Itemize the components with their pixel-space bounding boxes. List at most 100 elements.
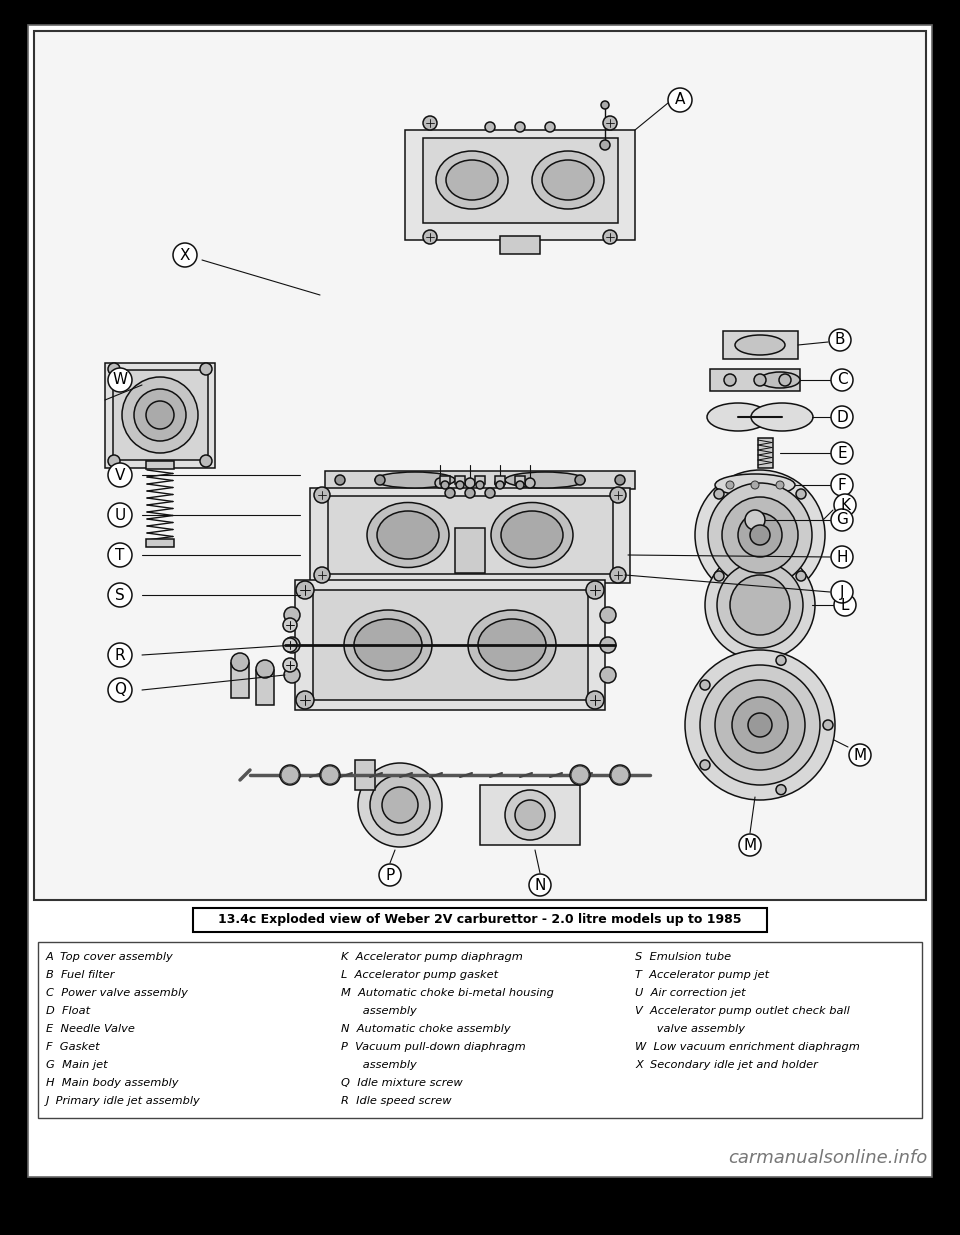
Ellipse shape bbox=[611, 766, 629, 784]
Circle shape bbox=[545, 122, 555, 132]
Circle shape bbox=[108, 643, 132, 667]
Bar bbox=[146, 461, 174, 469]
Circle shape bbox=[465, 478, 475, 488]
Text: J  Primary idle jet assembly: J Primary idle jet assembly bbox=[46, 1095, 201, 1107]
Text: F: F bbox=[838, 478, 847, 493]
Text: E: E bbox=[837, 446, 847, 461]
Text: R: R bbox=[114, 647, 126, 662]
Circle shape bbox=[515, 122, 525, 132]
Bar bbox=[295, 580, 605, 710]
Circle shape bbox=[603, 230, 617, 245]
Circle shape bbox=[476, 480, 484, 489]
Circle shape bbox=[722, 496, 798, 573]
Bar bbox=[422, 137, 617, 222]
Ellipse shape bbox=[367, 503, 449, 568]
Circle shape bbox=[134, 389, 186, 441]
Ellipse shape bbox=[501, 511, 563, 559]
Bar bbox=[710, 369, 800, 391]
Ellipse shape bbox=[542, 161, 594, 200]
Bar bbox=[193, 908, 767, 932]
Ellipse shape bbox=[436, 151, 508, 209]
Bar bbox=[146, 538, 174, 547]
Circle shape bbox=[283, 658, 297, 672]
Bar bbox=[455, 527, 485, 573]
Bar bbox=[515, 475, 525, 484]
Circle shape bbox=[529, 874, 551, 897]
Circle shape bbox=[834, 594, 856, 616]
Text: T: T bbox=[115, 547, 125, 562]
Circle shape bbox=[708, 483, 812, 587]
Text: R  Idle speed screw: R Idle speed screw bbox=[341, 1095, 451, 1107]
Circle shape bbox=[732, 697, 788, 753]
Text: Q  Idle mixture screw: Q Idle mixture screw bbox=[341, 1078, 463, 1088]
Bar bbox=[38, 942, 922, 1118]
Text: C: C bbox=[837, 373, 848, 388]
Text: L  Accelerator pump gasket: L Accelerator pump gasket bbox=[341, 969, 498, 981]
Text: W: W bbox=[112, 373, 128, 388]
Circle shape bbox=[575, 475, 585, 485]
Circle shape bbox=[231, 653, 249, 671]
Bar bbox=[495, 475, 505, 484]
Text: P  Vacuum pull-down diaphragm: P Vacuum pull-down diaphragm bbox=[341, 1042, 525, 1052]
Circle shape bbox=[423, 116, 437, 130]
Ellipse shape bbox=[321, 766, 339, 784]
Circle shape bbox=[603, 116, 617, 130]
Circle shape bbox=[200, 363, 212, 375]
Ellipse shape bbox=[281, 766, 299, 784]
Circle shape bbox=[256, 659, 274, 678]
Circle shape bbox=[668, 88, 692, 112]
Circle shape bbox=[748, 713, 772, 737]
Text: L: L bbox=[841, 598, 850, 613]
Bar bbox=[256, 669, 274, 704]
Bar bbox=[375, 778, 425, 832]
Circle shape bbox=[423, 230, 437, 245]
Circle shape bbox=[776, 784, 786, 794]
Ellipse shape bbox=[478, 619, 546, 671]
Circle shape bbox=[496, 480, 504, 489]
Ellipse shape bbox=[760, 372, 800, 388]
Circle shape bbox=[516, 480, 524, 489]
Ellipse shape bbox=[491, 503, 573, 568]
Bar bbox=[757, 438, 773, 468]
Circle shape bbox=[122, 377, 198, 453]
Circle shape bbox=[525, 478, 535, 488]
Circle shape bbox=[465, 488, 475, 498]
Circle shape bbox=[314, 567, 330, 583]
Circle shape bbox=[435, 478, 445, 488]
Bar bbox=[105, 363, 215, 468]
Bar bbox=[500, 236, 540, 254]
Text: assembly: assembly bbox=[341, 1007, 417, 1016]
Text: A  Top cover assembly: A Top cover assembly bbox=[46, 952, 174, 962]
Circle shape bbox=[779, 374, 791, 387]
Circle shape bbox=[108, 503, 132, 527]
Circle shape bbox=[485, 122, 495, 132]
Bar bbox=[112, 370, 207, 459]
Text: valve assembly: valve assembly bbox=[636, 1024, 745, 1034]
Circle shape bbox=[831, 442, 853, 464]
Text: G: G bbox=[836, 513, 848, 527]
Bar bbox=[475, 475, 485, 484]
Circle shape bbox=[314, 487, 330, 503]
Circle shape bbox=[586, 692, 604, 709]
Circle shape bbox=[695, 471, 825, 600]
Text: U  Air correction jet: U Air correction jet bbox=[636, 988, 746, 998]
Ellipse shape bbox=[707, 403, 769, 431]
Text: 13.4c Exploded view of Weber 2V carburettor - 2.0 litre models up to 1985: 13.4c Exploded view of Weber 2V carburet… bbox=[218, 913, 742, 925]
Circle shape bbox=[200, 454, 212, 467]
Ellipse shape bbox=[532, 151, 604, 209]
Text: V  Accelerator pump outlet check ball: V Accelerator pump outlet check ball bbox=[636, 1007, 851, 1016]
Circle shape bbox=[601, 101, 609, 109]
Text: C  Power valve assembly: C Power valve assembly bbox=[46, 988, 188, 998]
Text: assembly: assembly bbox=[341, 1060, 417, 1070]
Text: M: M bbox=[743, 837, 756, 852]
Circle shape bbox=[108, 543, 132, 567]
Bar bbox=[325, 471, 635, 489]
Ellipse shape bbox=[446, 161, 498, 200]
Circle shape bbox=[485, 488, 495, 498]
Circle shape bbox=[505, 790, 555, 840]
Circle shape bbox=[284, 637, 300, 653]
Text: P: P bbox=[385, 867, 395, 883]
Circle shape bbox=[296, 692, 314, 709]
Circle shape bbox=[600, 606, 616, 622]
Text: S: S bbox=[115, 588, 125, 603]
